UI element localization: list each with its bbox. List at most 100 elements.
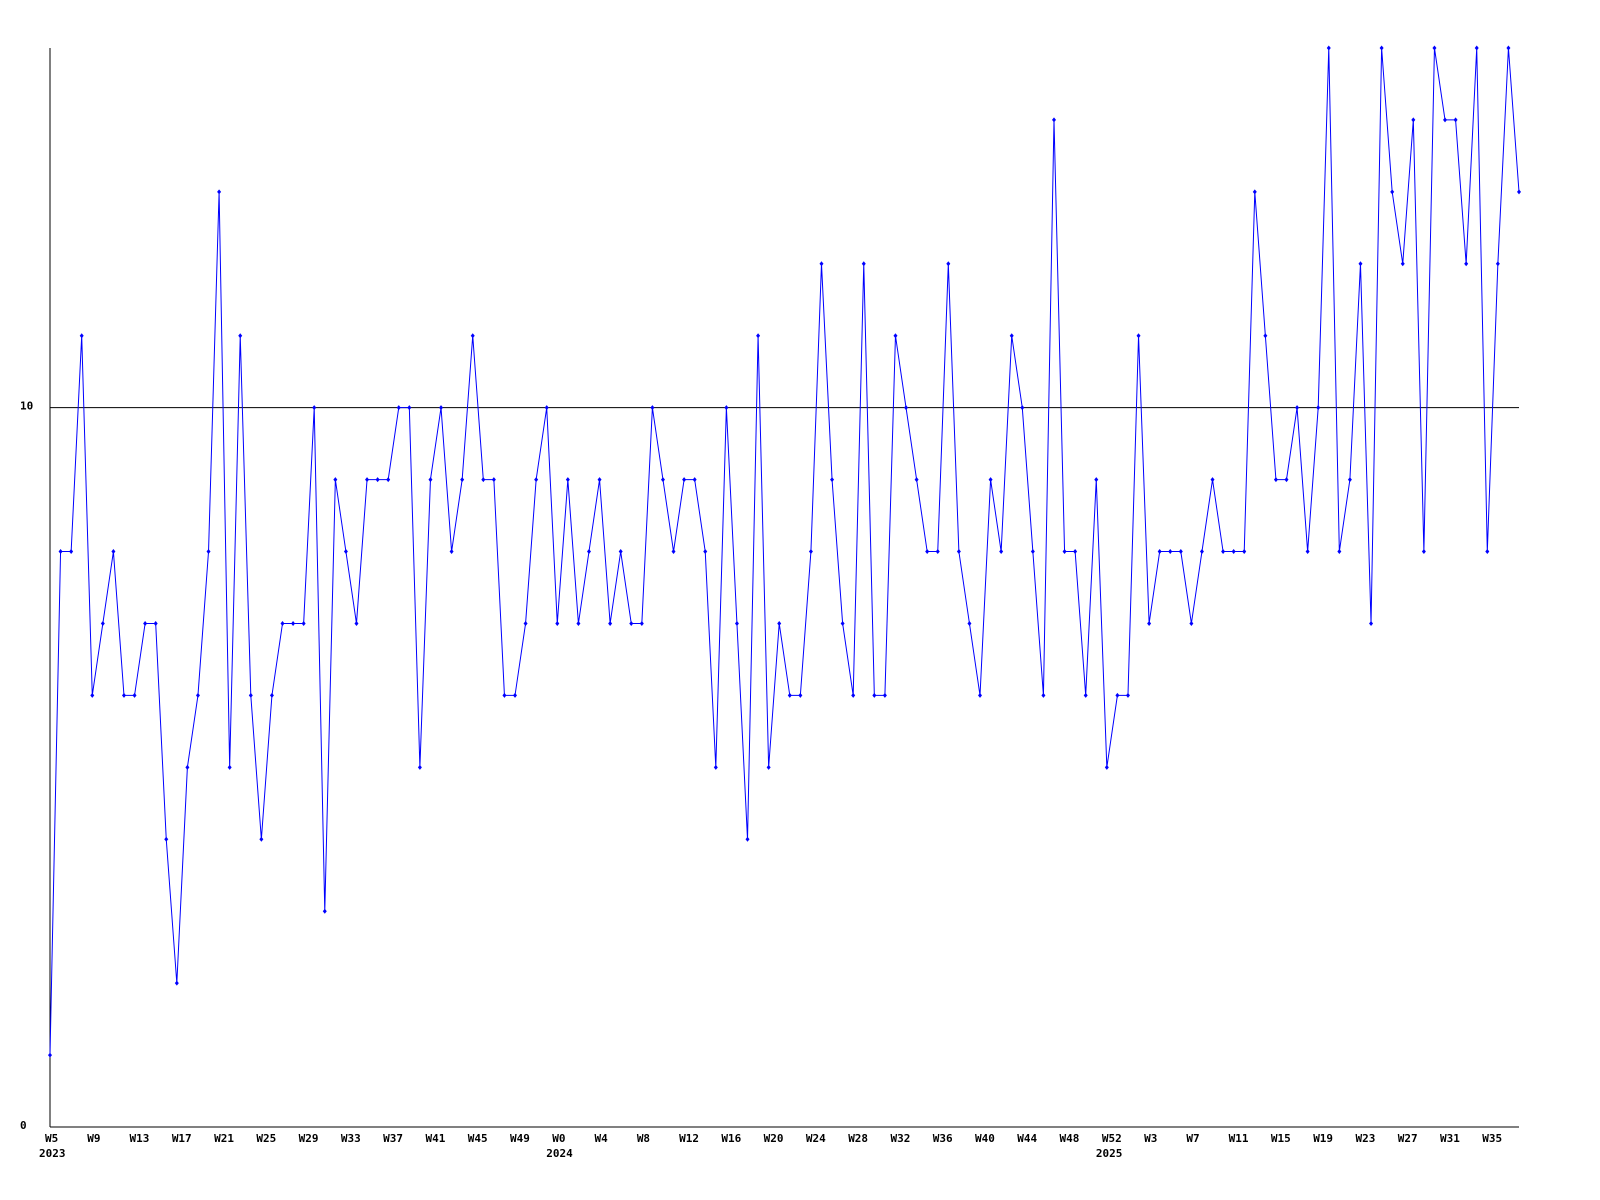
point <box>682 477 687 483</box>
point <box>248 692 253 698</box>
point <box>58 549 63 555</box>
x-tick-label: W21 <box>214 1132 234 1145</box>
x-tick-label: W31 <box>1440 1132 1460 1145</box>
point <box>713 764 718 770</box>
x-year-label: 2025 <box>1096 1147 1123 1160</box>
point <box>544 405 549 411</box>
x-tick-label: W49 <box>510 1132 530 1145</box>
point <box>819 261 824 267</box>
point <box>1136 333 1141 339</box>
point <box>777 620 782 626</box>
point <box>523 620 528 626</box>
point <box>1189 620 1194 626</box>
point <box>565 477 570 483</box>
point <box>79 333 84 339</box>
x-year-label: 2024 <box>546 1147 573 1160</box>
x-tick-label: W9 <box>87 1132 100 1145</box>
x-tick-label: W32 <box>890 1132 910 1145</box>
x-tick-label: W8 <box>637 1132 650 1145</box>
point <box>1168 549 1173 555</box>
point <box>956 549 961 555</box>
point <box>808 549 813 555</box>
point <box>1369 620 1374 626</box>
point <box>174 980 179 986</box>
point <box>1506 45 1511 51</box>
point <box>1347 477 1352 483</box>
x-year-label: 2023 <box>39 1147 66 1160</box>
x-tick-label: W0 <box>552 1132 565 1145</box>
point <box>1104 764 1109 770</box>
x-tick-label: W4 <box>595 1132 609 1145</box>
point <box>280 620 285 626</box>
point <box>491 477 496 483</box>
point <box>692 477 697 483</box>
point <box>935 549 940 555</box>
x-tick-label: W37 <box>383 1132 403 1145</box>
point <box>365 477 370 483</box>
point <box>1157 549 1162 555</box>
point <box>1094 477 1099 483</box>
point <box>724 405 729 411</box>
x-tick-label: W5 <box>45 1132 58 1145</box>
point <box>1421 549 1426 555</box>
point <box>1210 477 1215 483</box>
point <box>1295 405 1300 411</box>
point <box>1517 189 1521 195</box>
x-tick-label: W33 <box>341 1132 361 1145</box>
point <box>1443 117 1448 123</box>
point <box>1453 117 1458 123</box>
point <box>597 477 602 483</box>
point <box>1358 261 1363 267</box>
point <box>534 477 539 483</box>
point <box>830 477 835 483</box>
point <box>48 1052 52 1058</box>
point <box>1009 333 1014 339</box>
point <box>1051 117 1056 123</box>
y-tick-label: 10 <box>20 400 33 413</box>
x-tick-label: W3 <box>1144 1132 1157 1145</box>
point <box>111 549 116 555</box>
point <box>143 620 148 626</box>
point <box>904 405 909 411</box>
point <box>1073 549 1078 555</box>
x-tick-label: W45 <box>468 1132 488 1145</box>
point <box>470 333 475 339</box>
point <box>1147 620 1152 626</box>
point <box>259 836 264 842</box>
point <box>586 549 591 555</box>
point <box>269 692 274 698</box>
point <box>1411 117 1416 123</box>
x-tick-label: W35 <box>1482 1132 1502 1145</box>
point <box>217 189 222 195</box>
point <box>703 549 708 555</box>
x-tick-label: W11 <box>1229 1132 1249 1145</box>
point <box>1316 405 1321 411</box>
x-tick-label: W20 <box>764 1132 784 1145</box>
point <box>1432 45 1437 51</box>
point <box>1379 45 1384 51</box>
point <box>460 477 465 483</box>
point <box>1337 549 1342 555</box>
point <box>100 620 105 626</box>
point <box>153 620 158 626</box>
point <box>69 549 74 555</box>
point <box>1030 549 1035 555</box>
point <box>988 477 993 483</box>
point <box>967 620 972 626</box>
point <box>439 405 444 411</box>
point <box>343 549 348 555</box>
x-tick-label: W44 <box>1017 1132 1037 1145</box>
point <box>756 333 761 339</box>
point <box>90 692 95 698</box>
point <box>1020 405 1025 411</box>
point <box>576 620 581 626</box>
point <box>893 333 898 339</box>
point <box>650 405 655 411</box>
point <box>375 477 380 483</box>
point <box>1400 261 1405 267</box>
point <box>417 764 422 770</box>
x-tick-label: W29 <box>299 1132 319 1145</box>
x-tick-label: W15 <box>1271 1132 1291 1145</box>
point <box>787 692 792 698</box>
point <box>396 405 401 411</box>
